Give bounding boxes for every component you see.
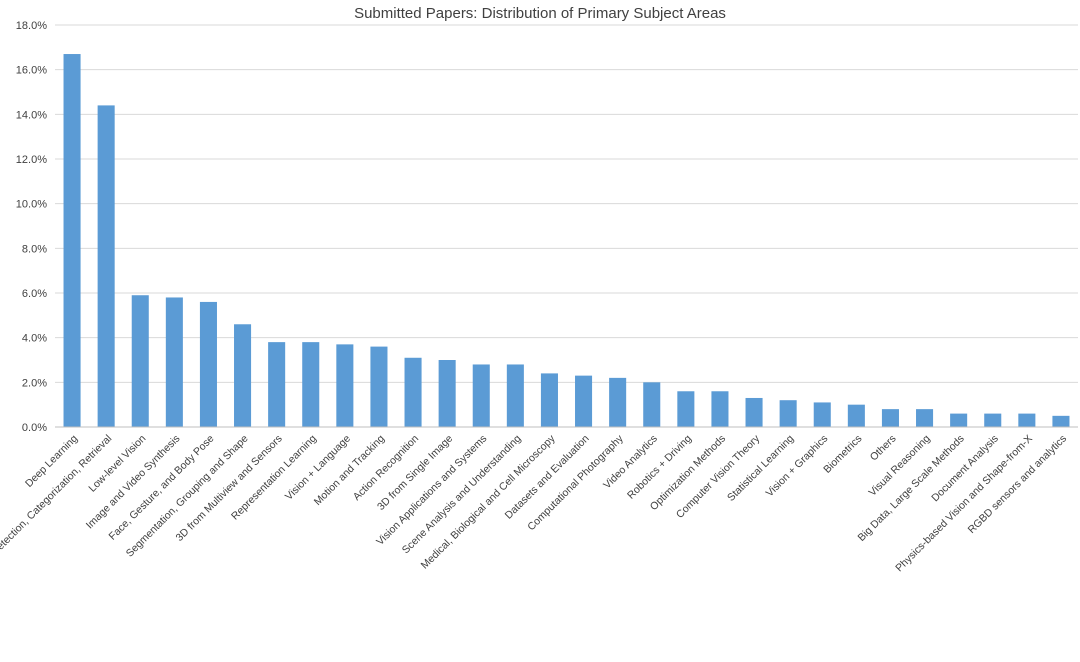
bar <box>745 397 763 427</box>
x-tick-label: Visual Reasoning <box>867 433 933 499</box>
bar <box>63 54 81 428</box>
bar <box>438 360 456 427</box>
bar <box>131 295 149 427</box>
y-tick-label: 14.0% <box>16 109 47 121</box>
bar <box>847 404 865 427</box>
y-tick-label: 4.0% <box>22 333 47 345</box>
bar <box>302 342 320 427</box>
bar <box>370 346 388 427</box>
bar <box>984 413 1002 427</box>
bar <box>404 357 422 427</box>
bar <box>881 409 899 427</box>
y-tick-label: 18.0% <box>16 20 47 32</box>
bar <box>950 413 968 427</box>
x-tick-label: Segmentation, Grouping and Shape <box>124 433 251 560</box>
bar <box>268 342 286 427</box>
bar <box>506 364 524 427</box>
bar <box>540 373 558 427</box>
y-tick-label: 8.0% <box>22 243 47 255</box>
x-axis-tick-labels: Deep LearningRecognition: Detection, Cat… <box>0 432 1069 601</box>
y-tick-label: 6.0% <box>22 288 47 300</box>
x-tick-label: Robotics + Driving <box>625 433 694 502</box>
bar <box>609 377 627 427</box>
y-tick-label: 2.0% <box>22 377 47 389</box>
bar <box>779 400 797 427</box>
y-tick-label: 0.0% <box>22 422 47 434</box>
gridlines <box>55 24 1078 428</box>
bar <box>234 324 252 427</box>
chart-title: Submitted Papers: Distribution of Primar… <box>354 5 726 22</box>
bar <box>165 297 183 427</box>
bar <box>643 382 661 427</box>
y-tick-label: 10.0% <box>16 199 47 211</box>
bar <box>336 344 354 427</box>
bars <box>63 54 1070 428</box>
bar <box>1052 415 1070 427</box>
bar <box>97 105 115 428</box>
bar <box>575 375 593 427</box>
bar <box>813 402 831 427</box>
y-tick-label: 16.0% <box>16 65 47 77</box>
y-tick-label: 12.0% <box>16 154 47 166</box>
bar <box>199 301 217 427</box>
bar <box>677 391 695 427</box>
bar <box>916 409 934 427</box>
bar <box>711 391 729 427</box>
x-tick-label: Vision + Graphics <box>764 433 831 500</box>
bar <box>472 364 490 427</box>
y-axis-tick-labels: 0.0% 2.0% 4.0% 6.0% 8.0% 10.0% 12.0% 14.0% 16.0%… <box>16 20 47 434</box>
x-tick-label: Others <box>868 433 899 464</box>
bar <box>1018 413 1036 427</box>
